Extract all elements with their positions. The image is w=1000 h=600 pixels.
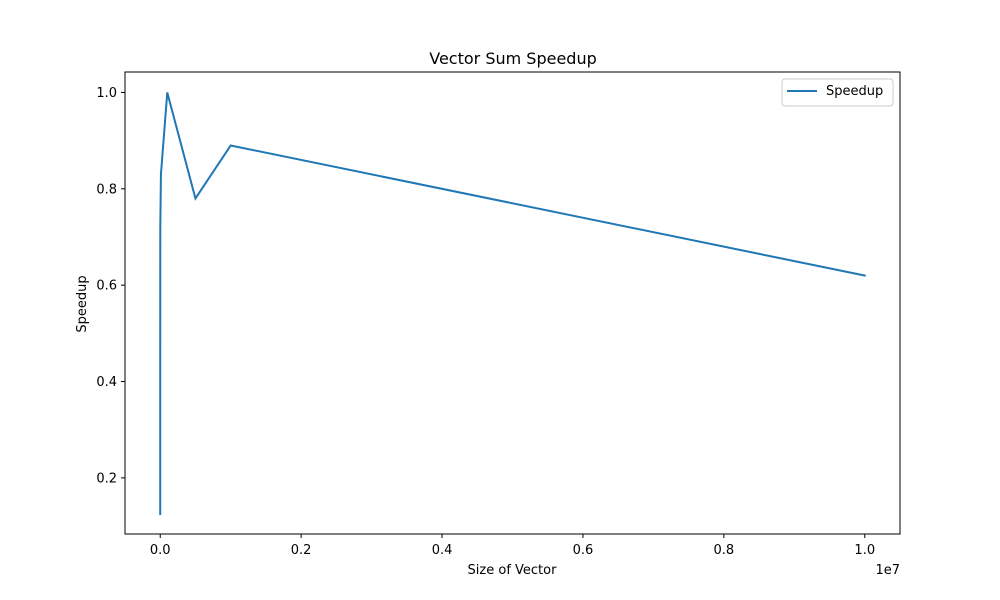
y-tick-label-0: 0.2: [96, 471, 117, 486]
x-tick-label-1: 0.2: [291, 543, 312, 558]
series-layer: [159, 92, 866, 516]
y-axis-ticks: 0.2 0.4 0.6 0.8 1.0: [96, 86, 125, 486]
series-line-0: [159, 92, 866, 516]
y-tick-label-2: 0.6: [96, 279, 117, 294]
x-tick-label-4: 0.8: [714, 543, 735, 558]
x-tick-label-2: 0.4: [432, 543, 453, 558]
y-tick-label-3: 0.8: [96, 182, 117, 197]
x-axis-ticks: 0.0 0.2 0.4 0.6 0.8 1.0: [150, 534, 875, 558]
x-axis-label: Size of Vector: [468, 563, 558, 578]
legend: Speedup: [781, 78, 894, 107]
x-tick-label-5: 1.0: [854, 543, 875, 558]
x-axis-offset-text: 1e7: [875, 563, 900, 578]
y-tick-label-4: 1.0: [96, 86, 117, 101]
plot-frame: [124, 71, 901, 535]
legend-box: [781, 78, 894, 107]
legend-label-speedup: Speedup: [826, 84, 883, 99]
y-axis-label: Speedup: [75, 275, 90, 332]
x-tick-label-3: 0.6: [573, 543, 594, 558]
y-tick-label-1: 0.4: [96, 375, 117, 390]
x-tick-label-0: 0.0: [150, 543, 171, 558]
chart-title: Vector Sum Speedup: [429, 49, 597, 68]
